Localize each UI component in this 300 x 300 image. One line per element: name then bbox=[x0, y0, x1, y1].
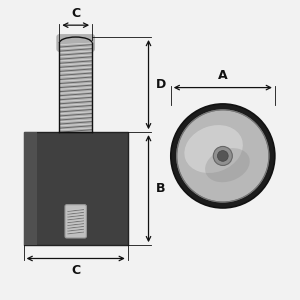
Bar bbox=[24, 132, 128, 245]
Text: C: C bbox=[71, 264, 80, 277]
Circle shape bbox=[171, 104, 275, 208]
Circle shape bbox=[218, 151, 228, 161]
Circle shape bbox=[213, 146, 232, 166]
Text: C: C bbox=[71, 7, 80, 20]
Bar bbox=[24, 132, 37, 245]
FancyBboxPatch shape bbox=[65, 205, 86, 238]
Ellipse shape bbox=[205, 148, 250, 182]
Bar bbox=[59, 43, 92, 132]
FancyBboxPatch shape bbox=[56, 34, 95, 52]
Text: D: D bbox=[156, 78, 166, 91]
Ellipse shape bbox=[184, 125, 243, 173]
Circle shape bbox=[177, 110, 269, 202]
Text: A: A bbox=[218, 69, 228, 82]
Text: B: B bbox=[156, 182, 165, 195]
